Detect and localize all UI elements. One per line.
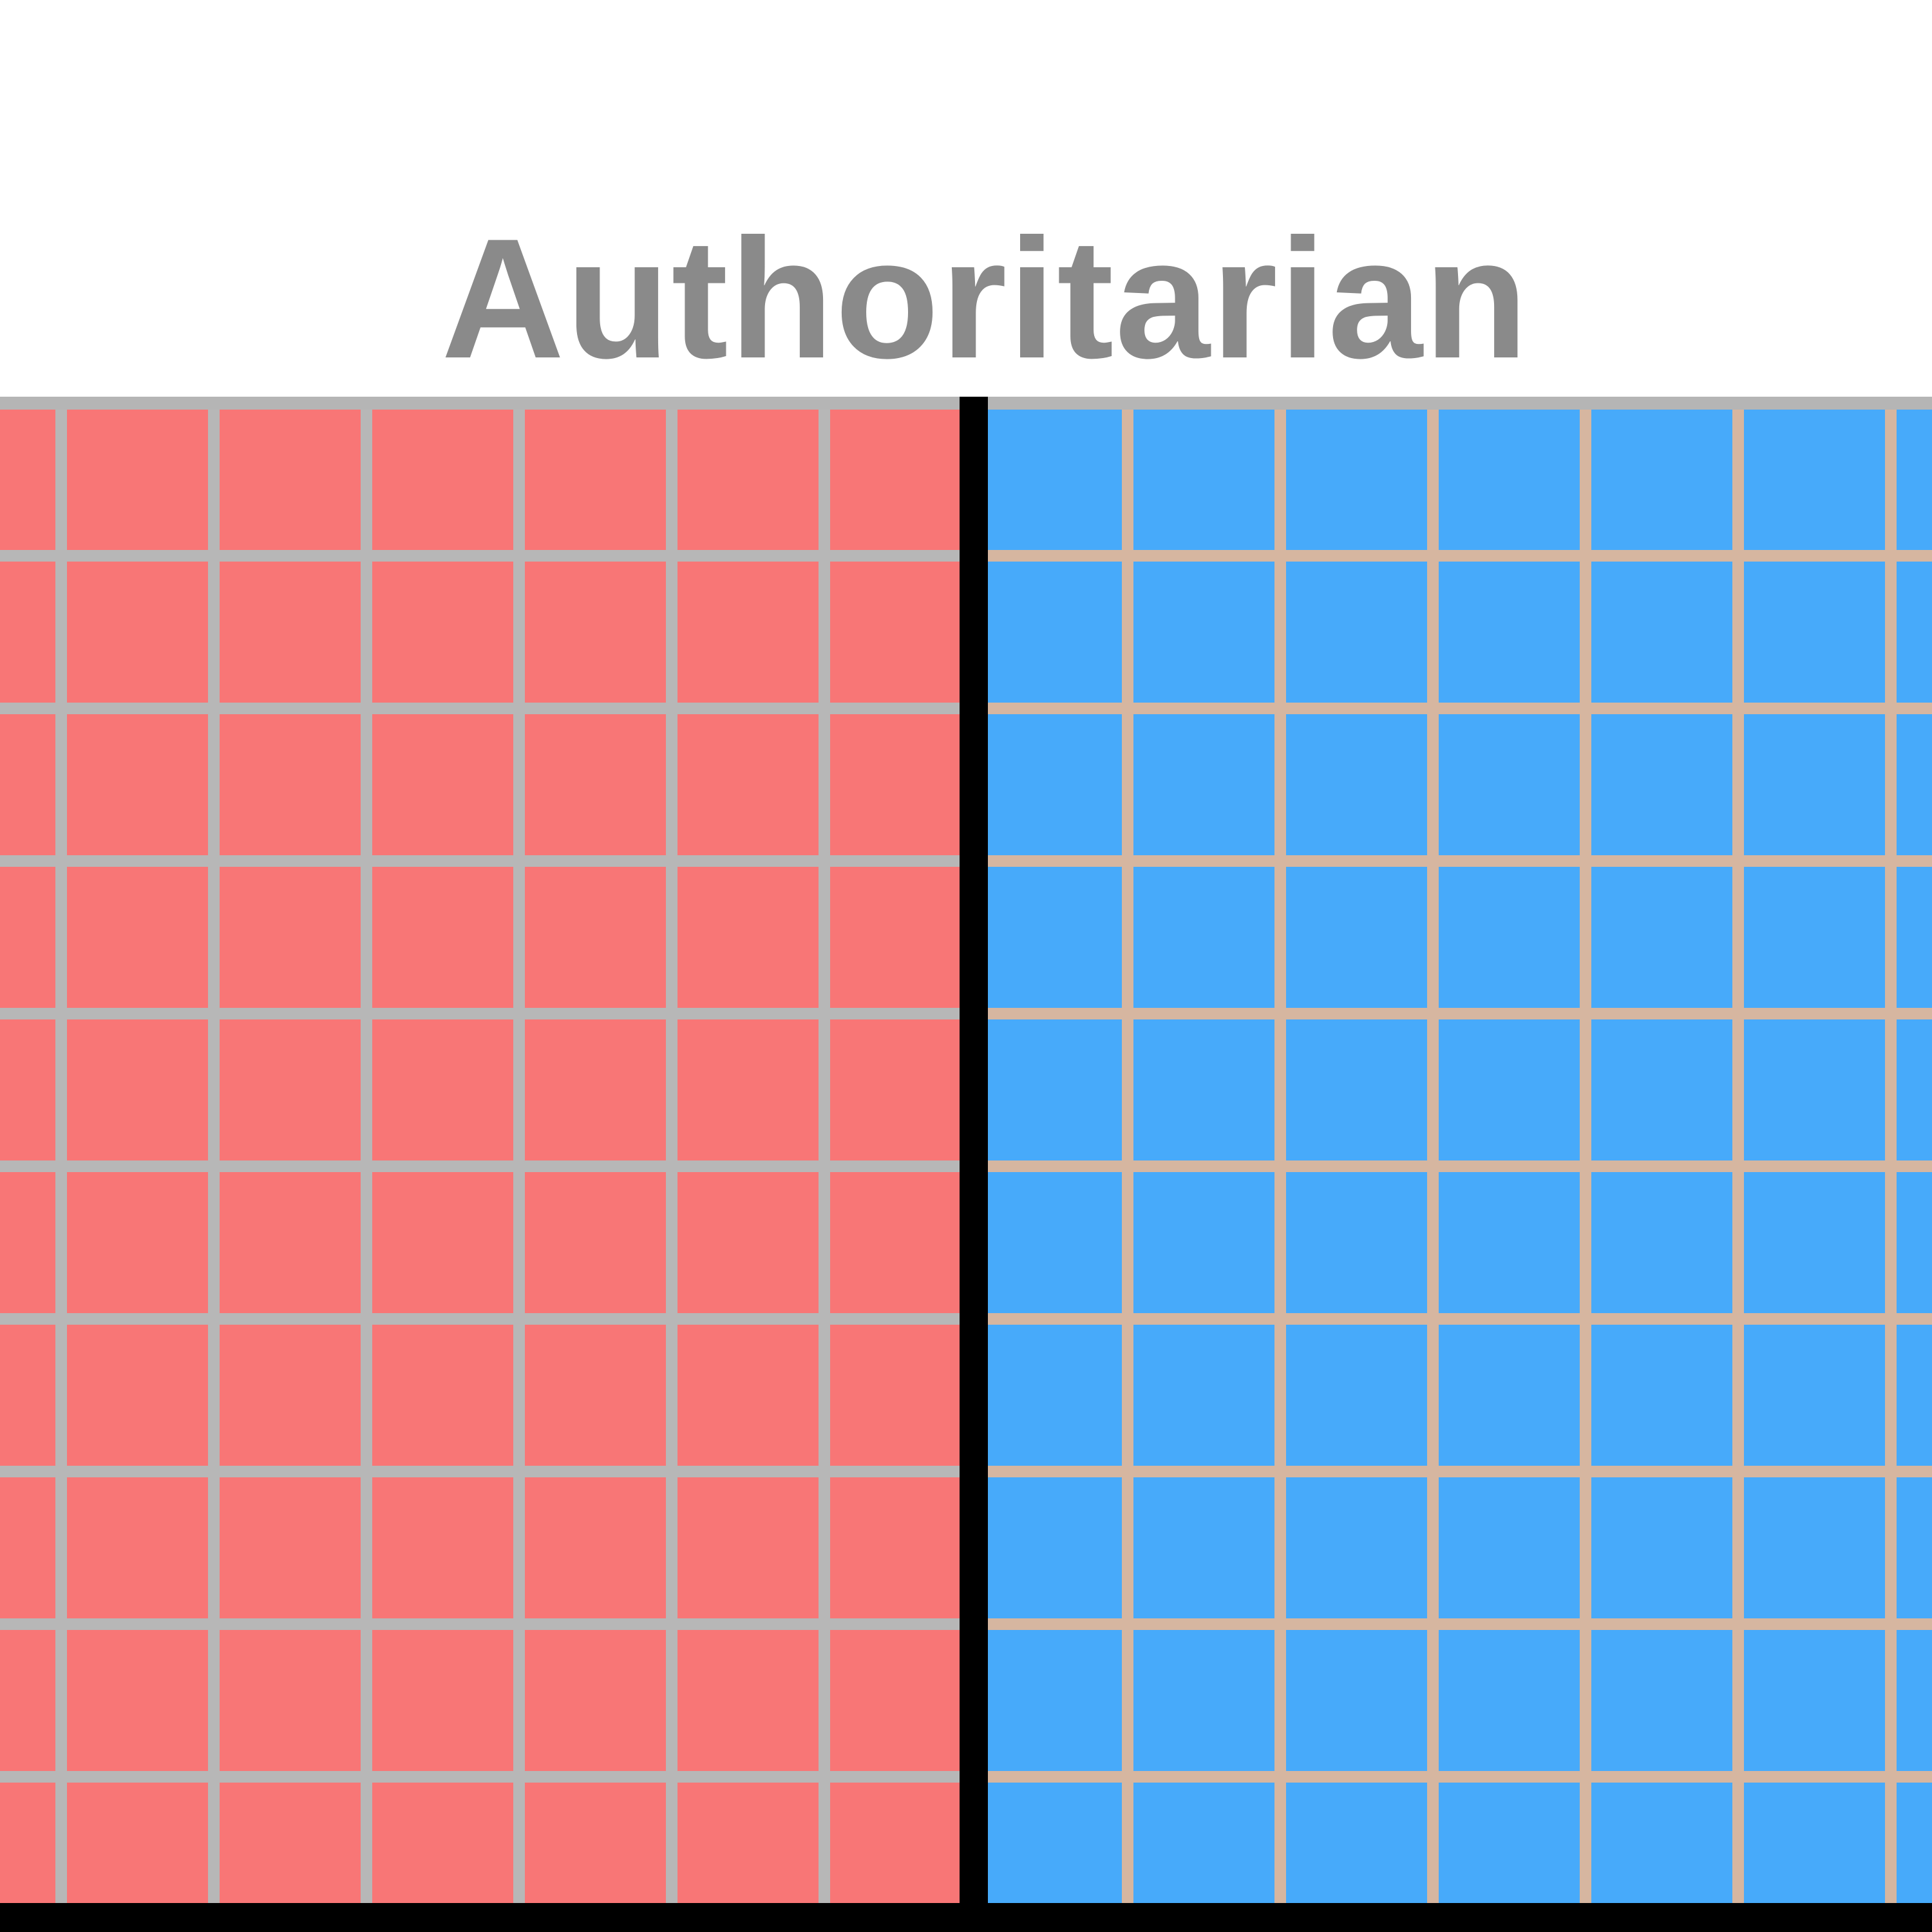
grid-line-vertical — [819, 403, 830, 1906]
grid-line-vertical — [513, 403, 525, 1906]
grid-line-vertical — [1274, 403, 1286, 1906]
horizontal-axis — [0, 1903, 1932, 1932]
grid-line-horizontal — [981, 1160, 1932, 1172]
grid-line-horizontal — [0, 1618, 966, 1630]
vertical-axis — [960, 397, 988, 1932]
grid-line-horizontal — [981, 1313, 1932, 1325]
quadrant-authoritarian-right — [981, 403, 1932, 1906]
grid-line-vertical — [1885, 403, 1897, 1906]
grid-line-vertical — [1732, 403, 1744, 1906]
grid-line-vertical — [1122, 403, 1133, 1906]
grid-line-horizontal — [0, 550, 966, 562]
grid-line-vertical — [1580, 403, 1591, 1906]
grid-line-horizontal — [981, 1466, 1932, 1477]
grid-line-vertical — [55, 403, 67, 1906]
grid-line-horizontal — [981, 855, 1932, 867]
grid-line-vertical — [1427, 403, 1439, 1906]
grid-line-horizontal — [0, 1466, 966, 1477]
grid-line-horizontal — [0, 1313, 966, 1325]
axis-label-authoritarian: Authoritarian — [441, 204, 1530, 394]
grid-line-horizontal — [0, 1771, 966, 1783]
grid-line-vertical — [666, 403, 677, 1906]
quadrant-fill — [0, 403, 966, 1906]
quadrant-fill — [981, 403, 1932, 1906]
grid-line-horizontal — [981, 550, 1932, 562]
grid-line-horizontal — [981, 1771, 1932, 1783]
grid-line-horizontal — [981, 1618, 1932, 1630]
quadrant-authoritarian-left — [0, 403, 966, 1906]
grid-line-horizontal — [0, 1160, 966, 1172]
grid-line-horizontal — [981, 1008, 1932, 1019]
grid-line-horizontal — [981, 703, 1932, 714]
grid-line-vertical — [208, 403, 220, 1906]
grid-line-horizontal — [0, 703, 966, 714]
grid-line-vertical — [361, 403, 372, 1906]
grid-line-horizontal — [0, 1008, 966, 1019]
grid-line-horizontal — [0, 855, 966, 867]
